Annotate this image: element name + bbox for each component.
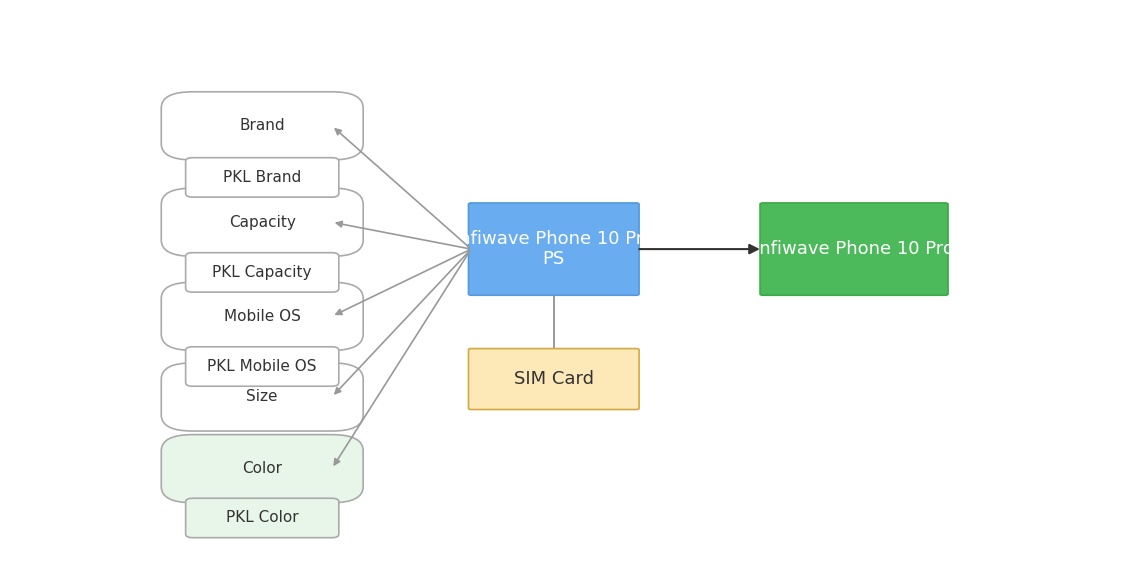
- FancyBboxPatch shape: [468, 349, 639, 410]
- Text: Capacity: Capacity: [229, 215, 295, 230]
- FancyBboxPatch shape: [185, 253, 339, 292]
- FancyBboxPatch shape: [162, 92, 363, 160]
- Text: Infiwave Phone 10 Pro
PS: Infiwave Phone 10 Pro PS: [454, 230, 654, 268]
- FancyBboxPatch shape: [185, 498, 339, 538]
- FancyBboxPatch shape: [760, 203, 948, 295]
- Text: PKL Brand: PKL Brand: [223, 170, 301, 185]
- FancyBboxPatch shape: [162, 363, 363, 431]
- FancyBboxPatch shape: [185, 347, 339, 386]
- Text: Brand: Brand: [239, 118, 285, 133]
- Text: PKL Color: PKL Color: [226, 510, 299, 526]
- Text: PKL Mobile OS: PKL Mobile OS: [208, 359, 317, 374]
- Text: Size: Size: [246, 389, 279, 404]
- Text: SIM Card: SIM Card: [514, 370, 594, 388]
- FancyBboxPatch shape: [162, 435, 363, 503]
- FancyBboxPatch shape: [162, 188, 363, 256]
- FancyBboxPatch shape: [162, 282, 363, 350]
- Text: Color: Color: [243, 461, 282, 476]
- Text: PKL Capacity: PKL Capacity: [212, 265, 312, 280]
- FancyBboxPatch shape: [468, 203, 639, 295]
- FancyBboxPatch shape: [185, 158, 339, 197]
- Text: Mobile OS: Mobile OS: [223, 309, 301, 324]
- Text: Infiwave Phone 10 Pro: Infiwave Phone 10 Pro: [755, 240, 953, 258]
